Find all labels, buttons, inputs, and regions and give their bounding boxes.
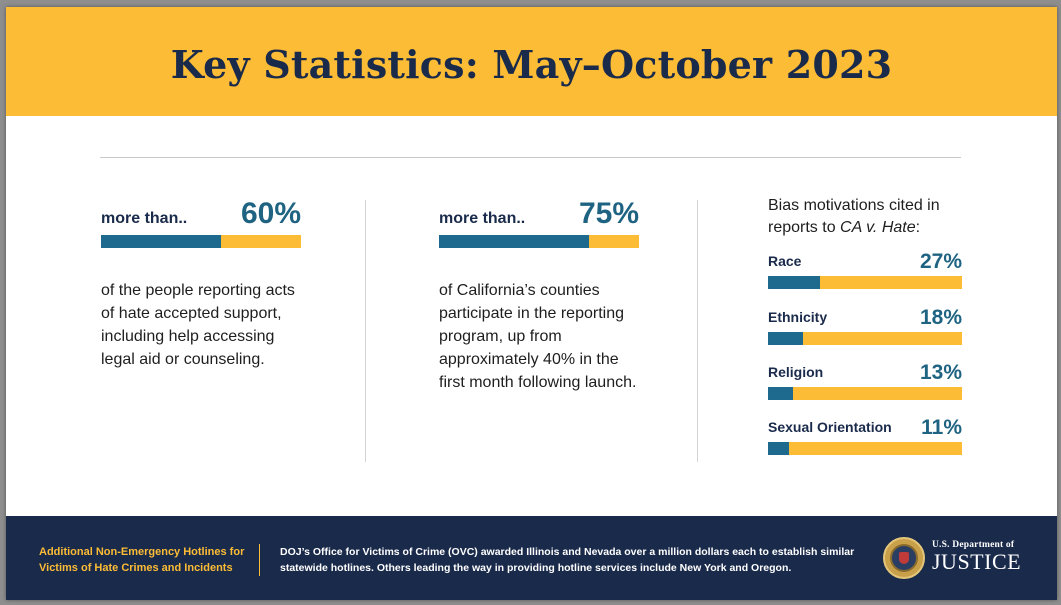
stat-value: 75% [578, 197, 639, 230]
bias-row-sexual-orientation: Sexual Orientation 11% [768, 413, 962, 455]
stat-description: of California’s counties participate in … [439, 282, 637, 391]
bias-title-program: CA v. Hate [840, 218, 916, 236]
column-divider [365, 200, 366, 462]
doj-logo: U.S. Department of JUSTICE [932, 540, 1021, 574]
bias-bar-fill [768, 276, 821, 289]
bias-bar [768, 387, 962, 400]
doj-seal-icon [883, 537, 925, 579]
divider-rule [100, 157, 961, 158]
bias-label: Race [768, 253, 802, 269]
stat-progress-fill [101, 235, 221, 248]
stat-lead-label: more than.. [439, 210, 526, 227]
bias-bar-fill [768, 442, 790, 455]
stat-progress-bar [439, 235, 639, 248]
bias-value: 13% [919, 361, 962, 384]
bias-title-colon: : [915, 218, 921, 236]
infographic-card: Key Statistics: May–October 2023 more th… [6, 7, 1057, 600]
bias-value: 18% [919, 306, 962, 329]
stat-description: of the people reporting acts of hate acc… [101, 282, 295, 368]
footer-ovc-note: DOJ’s Office for Victims of Crime (OVC) … [280, 546, 855, 574]
bias-value: 11% [921, 416, 962, 439]
doj-logo-line2: JUSTICE [932, 549, 1022, 574]
bias-bar [768, 332, 962, 345]
column-divider [697, 200, 698, 462]
stat-progress-fill [439, 235, 589, 248]
stat-block-counties: more than.. 75% of California’s counties… [439, 197, 639, 394]
bias-motivations-panel: Bias motivations cited in reports to CA … [768, 195, 962, 455]
footer-separator [259, 544, 260, 576]
bias-title-text: Bias motivations cited in reports to [768, 197, 940, 236]
bias-label: Ethnicity [768, 309, 828, 325]
stat-block-support: more than.. 60% of the people reporting … [101, 197, 301, 371]
footer-bar: Additional Non-Emergency Hotlines for Vi… [6, 516, 1057, 600]
bias-bar-fill [768, 332, 803, 345]
footer-hotlines-heading: Additional Non-Emergency Hotlines for Vi… [39, 546, 245, 574]
stat-lead-label: more than.. [101, 210, 188, 227]
bias-label: Religion [768, 364, 824, 380]
bias-row-ethnicity: Ethnicity 18% [768, 303, 962, 345]
bias-row-religion: Religion 13% [768, 358, 962, 400]
title-banner: Key Statistics: May–October 2023 [6, 7, 1057, 116]
doj-logo-line1: U.S. Department of [932, 540, 1015, 550]
bias-title: Bias motivations cited in reports to CA … [768, 195, 962, 238]
bias-value: 27% [919, 250, 962, 273]
bias-bar [768, 442, 962, 455]
page-title: Key Statistics: May–October 2023 [170, 42, 893, 87]
bias-bar [768, 276, 962, 289]
bias-label: Sexual Orientation [768, 419, 892, 435]
stat-progress-bar [101, 235, 301, 248]
bias-bar-fill [768, 387, 794, 400]
stat-value: 60% [240, 197, 301, 230]
bias-row-race: Race 27% [768, 247, 962, 289]
